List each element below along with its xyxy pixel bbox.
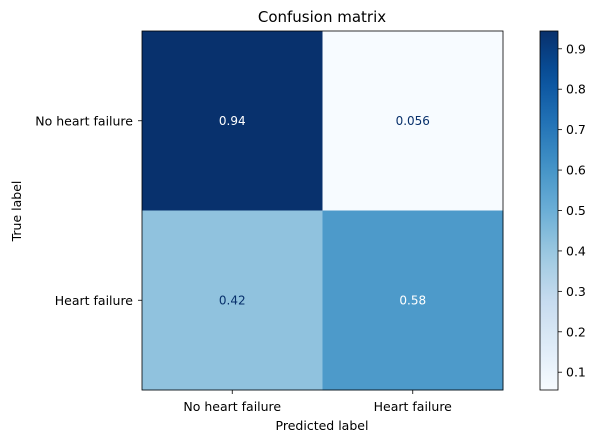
y-tick-label: No heart failure bbox=[35, 113, 133, 128]
heatmap-cells bbox=[142, 31, 504, 391]
colorbar-tick-label: 0.9 bbox=[566, 41, 586, 56]
cell-value-label: 0.58 bbox=[399, 293, 426, 307]
y-axis-label: True label bbox=[9, 181, 24, 243]
colorbar-ticks: 0.1 0.2 0.3 0.4 0.5 0.6 0.7 0.8 0.9 bbox=[558, 41, 586, 379]
cell-value-label: 0.94 bbox=[219, 114, 246, 128]
colorbar-tick-label: 0.2 bbox=[566, 324, 586, 339]
colorbar-tick-label: 0.4 bbox=[566, 243, 586, 258]
y-tick-label: Heart failure bbox=[55, 293, 134, 308]
chart-title: Confusion matrix bbox=[258, 8, 386, 26]
x-axis-ticks: No heart failure Heart failure bbox=[183, 390, 452, 414]
cell-value-label: 0.056 bbox=[396, 114, 430, 128]
colorbar bbox=[540, 31, 558, 390]
colorbar-tick-label: 0.1 bbox=[566, 365, 586, 380]
cell-value-label: 0.42 bbox=[219, 293, 246, 307]
x-tick-label: Heart failure bbox=[374, 399, 453, 414]
colorbar-tick-label: 0.7 bbox=[566, 122, 586, 137]
colorbar-tick-label: 0.5 bbox=[566, 203, 586, 218]
x-tick-label: No heart failure bbox=[183, 399, 281, 414]
colorbar-tick-label: 0.8 bbox=[566, 82, 586, 97]
colorbar-tick-label: 0.3 bbox=[566, 284, 586, 299]
y-axis-ticks: No heart failure Heart failure bbox=[35, 113, 142, 308]
x-axis-label: Predicted label bbox=[276, 418, 369, 433]
colorbar-tick-label: 0.6 bbox=[566, 163, 586, 178]
